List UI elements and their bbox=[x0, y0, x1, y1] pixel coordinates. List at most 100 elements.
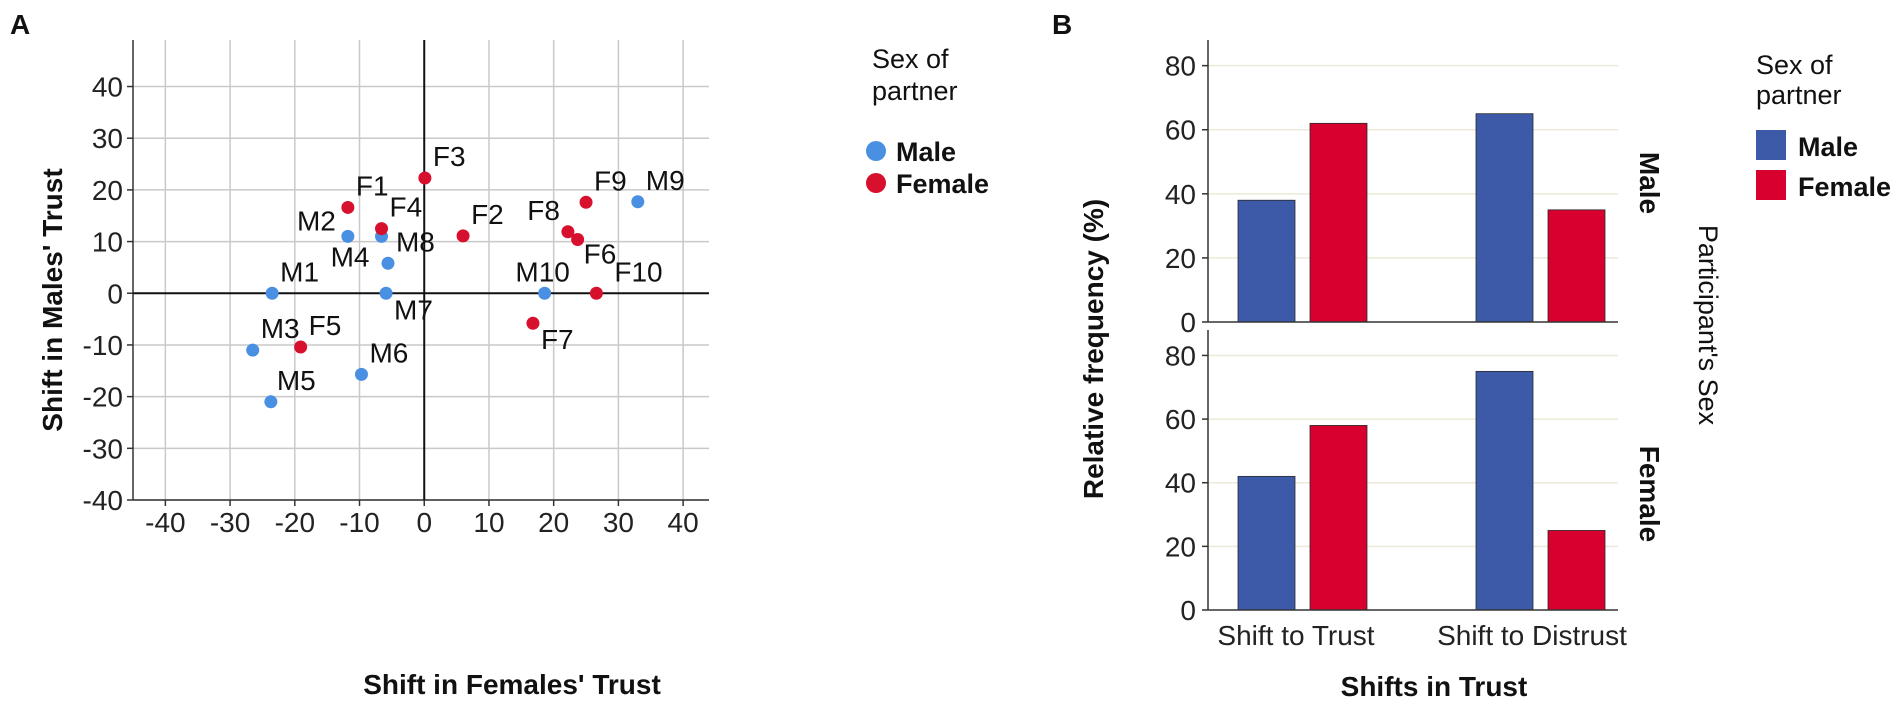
scatter-point-label-f5: F5 bbox=[309, 310, 342, 341]
bar-y-tick-label: 0 bbox=[1180, 595, 1196, 626]
bar-y-tick-label: 40 bbox=[1165, 468, 1196, 499]
bar-legend-male-swatch bbox=[1756, 130, 1786, 160]
scatter-point-f4 bbox=[375, 222, 389, 236]
scatter-point-label-m7: M7 bbox=[394, 294, 433, 325]
bar-legend-female-label: Female bbox=[1798, 172, 1891, 202]
scatter-point-label-m3: M3 bbox=[261, 313, 300, 344]
scatter-point-label-m8: M8 bbox=[396, 226, 435, 257]
scatter-point-label-f6: F6 bbox=[584, 239, 617, 270]
scatter-legend-female-marker bbox=[866, 173, 886, 193]
bar-male-participant-female-partner-shift-to-distrust bbox=[1547, 209, 1606, 323]
scatter-x-tick-label: -40 bbox=[145, 507, 185, 538]
scatter-point-f9 bbox=[579, 195, 593, 209]
scatter-point-label-f2: F2 bbox=[471, 199, 504, 230]
scatter-point-label-m1: M1 bbox=[280, 256, 319, 287]
bar-y-axis-title: Relative frequency (%) bbox=[1078, 199, 1109, 499]
bar-category-label-shift-to-trust: Shift to Trust bbox=[1217, 620, 1374, 651]
scatter-y-tick-label: -30 bbox=[83, 433, 123, 464]
bar-legend-title-line-1: Sex of bbox=[1756, 50, 1833, 80]
scatter-y-tick-label: -10 bbox=[83, 330, 123, 361]
scatter-y-tick-label: 10 bbox=[92, 227, 123, 258]
scatter-point-f10 bbox=[589, 286, 603, 300]
panel-a-letter: A bbox=[10, 9, 30, 40]
bar-y-tick-label: 20 bbox=[1165, 531, 1196, 562]
scatter-point-f7 bbox=[526, 316, 540, 330]
scatter-x-axis-title: Shift in Females' Trust bbox=[363, 669, 661, 700]
bar-female-participant-male-partner-shift-to-distrust bbox=[1475, 370, 1534, 611]
scatter-x-tick-label: -20 bbox=[275, 507, 315, 538]
scatter-x-tick-label: 0 bbox=[416, 507, 432, 538]
scatter-point-m7 bbox=[379, 286, 393, 300]
scatter-point-label-m5: M5 bbox=[277, 365, 316, 396]
bar-male-participant-female-partner-shift-to-trust bbox=[1309, 122, 1368, 323]
bar-category-label-shift-to-distrust: Shift to Distrust bbox=[1437, 620, 1627, 651]
scatter-point-f3 bbox=[418, 171, 432, 185]
bar-female-participant-female-partner-shift-to-distrust bbox=[1547, 530, 1606, 611]
scatter-point-label-m6: M6 bbox=[369, 337, 408, 368]
scatter-legend-title-line-1: Sex of bbox=[872, 44, 949, 74]
scatter-point-label-m2: M2 bbox=[297, 205, 336, 236]
bar-legend: Sex of partner Male Female bbox=[1756, 50, 1891, 202]
scatter-point-label-f1: F1 bbox=[356, 170, 389, 201]
bar-y-tick-label: 80 bbox=[1165, 51, 1196, 82]
scatter-legend-male-marker bbox=[866, 141, 886, 161]
scatter-point-label-f9: F9 bbox=[594, 165, 627, 196]
bar-marks bbox=[1237, 113, 1606, 611]
scatter-y-tick-label: 30 bbox=[92, 123, 123, 154]
scatter-legend: Sex of partner Male Female bbox=[866, 44, 989, 199]
bar-male-participant-male-partner-shift-to-distrust bbox=[1475, 113, 1534, 323]
scatter-point-m10 bbox=[538, 286, 552, 300]
facet-label-female: Female bbox=[1634, 446, 1665, 543]
scatter-point-m9 bbox=[631, 195, 645, 209]
scatter-axes bbox=[127, 40, 709, 506]
bar-x-axis-title: Shifts in Trust bbox=[1341, 671, 1528, 702]
scatter-legend-title-line-2: partner bbox=[872, 76, 958, 106]
bar-legend-male-label: Male bbox=[1798, 132, 1858, 162]
scatter-point-f2 bbox=[456, 229, 470, 243]
bar-y-tick-label: 60 bbox=[1165, 404, 1196, 435]
scatter-point-label-f7: F7 bbox=[541, 324, 574, 355]
scatter-point-label-m10: M10 bbox=[515, 256, 569, 287]
scatter-point-m6 bbox=[354, 367, 368, 381]
scatter-panel: A -40 -30 -20 -10 0 10 20 30 40 -40 -30 -20 -10 0 10 20… bbox=[10, 9, 989, 700]
scatter-y-tick-label: -20 bbox=[83, 382, 123, 413]
bar-y-tick-label: 60 bbox=[1165, 115, 1196, 146]
scatter-point-m3 bbox=[246, 343, 260, 357]
scatter-point-f8 bbox=[561, 225, 575, 239]
bar-female-participant-female-partner-shift-to-trust bbox=[1309, 425, 1368, 611]
scatter-x-tick-label: -10 bbox=[339, 507, 379, 538]
scatter-x-tick-label: 10 bbox=[473, 507, 504, 538]
scatter-x-tick-label: 40 bbox=[668, 507, 699, 538]
bar-y-tick-label: 80 bbox=[1165, 340, 1196, 371]
scatter-point-m1 bbox=[265, 286, 279, 300]
scatter-point-label-m4: M4 bbox=[331, 241, 370, 272]
bar-legend-title-line-2: partner bbox=[1756, 80, 1842, 110]
facet-label-male: Male bbox=[1634, 152, 1665, 214]
bar-legend-female-swatch bbox=[1756, 170, 1786, 200]
scatter-point-m5 bbox=[264, 395, 278, 409]
scatter-y-tick-label: -40 bbox=[83, 485, 123, 516]
panel-b-letter: B bbox=[1052, 9, 1072, 40]
scatter-point-label-f8: F8 bbox=[527, 195, 560, 226]
scatter-point-label-f10: F10 bbox=[614, 256, 662, 287]
scatter-point-m2 bbox=[341, 229, 355, 243]
scatter-x-tick-label: 20 bbox=[538, 507, 569, 538]
scatter-y-axis-title: Shift in Males' Trust bbox=[37, 168, 68, 431]
scatter-point-label-m9: M9 bbox=[646, 165, 685, 196]
scatter-y-tick-label: 20 bbox=[92, 175, 123, 206]
scatter-legend-female-label: Female bbox=[896, 169, 989, 199]
bar-male-participant-male-partner-shift-to-trust bbox=[1237, 199, 1296, 323]
scatter-point-f1 bbox=[341, 200, 355, 214]
scatter-x-tick-label: -30 bbox=[210, 507, 250, 538]
bar-female-participant-male-partner-shift-to-trust bbox=[1237, 475, 1296, 611]
scatter-legend-male-label: Male bbox=[896, 137, 956, 167]
scatter-y-tick-label: 0 bbox=[107, 278, 123, 309]
scatter-point-label-f4: F4 bbox=[390, 192, 423, 223]
scatter-point-label-f3: F3 bbox=[433, 141, 466, 172]
scatter-tick-labels: -40 -30 -20 -10 0 10 20 30 40 -40 -30 -20 -10 0 10 20 30… bbox=[83, 72, 699, 538]
scatter-x-tick-label: 30 bbox=[603, 507, 634, 538]
scatter-point-f6 bbox=[571, 233, 585, 247]
